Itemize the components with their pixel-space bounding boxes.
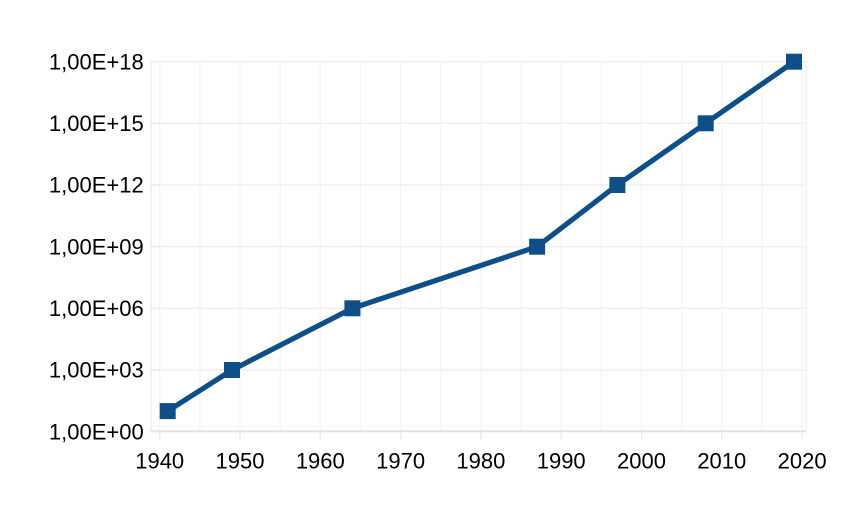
svg-text:1,00E+18: 1,00E+18 xyxy=(49,49,144,74)
svg-text:1,00E+00: 1,00E+00 xyxy=(49,419,144,444)
svg-text:1950: 1950 xyxy=(216,449,265,474)
svg-text:2000: 2000 xyxy=(617,449,666,474)
svg-text:1,00E+03: 1,00E+03 xyxy=(49,358,144,383)
svg-text:1,00E+15: 1,00E+15 xyxy=(49,111,144,136)
svg-text:1990: 1990 xyxy=(537,449,586,474)
svg-text:2020: 2020 xyxy=(778,449,827,474)
svg-text:1960: 1960 xyxy=(296,449,345,474)
svg-text:1,00E+06: 1,00E+06 xyxy=(49,296,144,321)
svg-text:1,00E+09: 1,00E+09 xyxy=(49,234,144,259)
svg-text:1970: 1970 xyxy=(376,449,425,474)
svg-text:2010: 2010 xyxy=(697,449,746,474)
svg-text:1940: 1940 xyxy=(135,449,184,474)
svg-text:1980: 1980 xyxy=(456,449,505,474)
svg-text:1,00E+12: 1,00E+12 xyxy=(49,173,144,198)
